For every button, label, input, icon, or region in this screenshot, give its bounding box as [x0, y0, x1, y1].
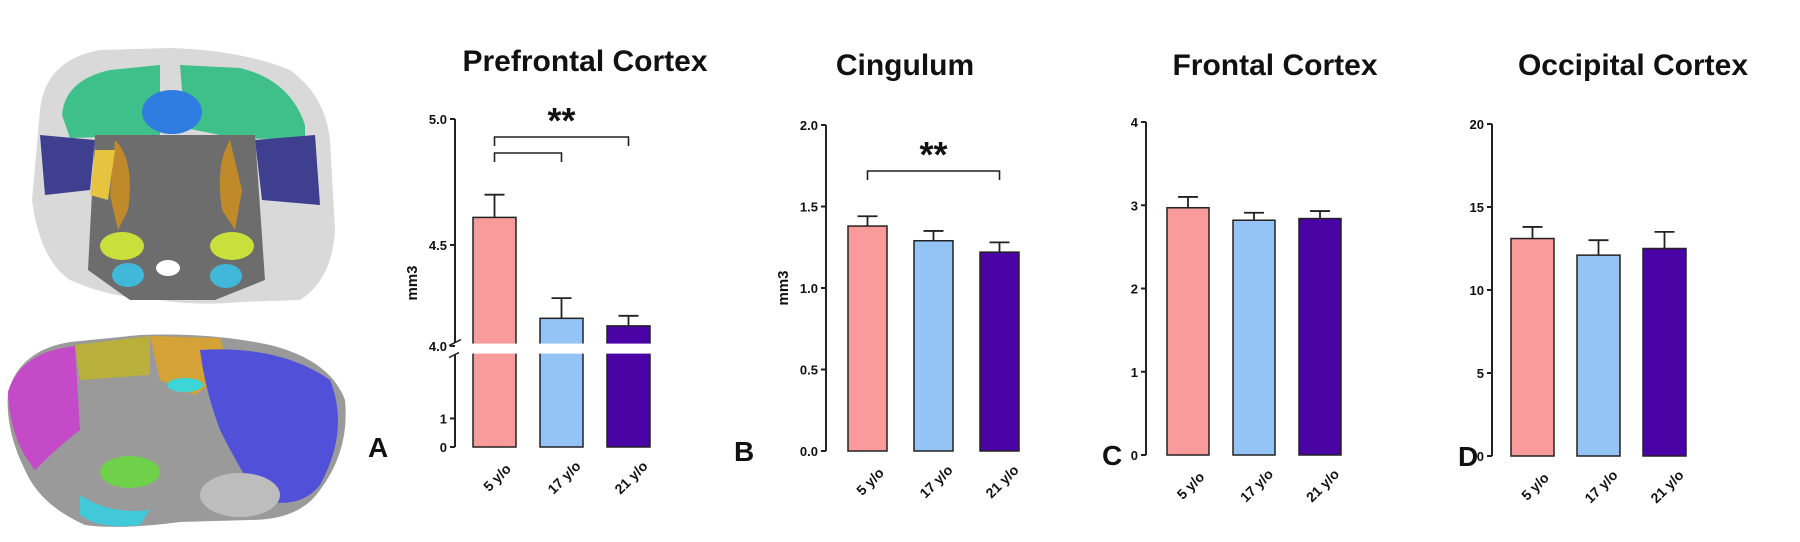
y-tick-label: 0: [1131, 448, 1138, 463]
x-category-label: 17 y/o: [544, 458, 583, 497]
panel-letter: A: [368, 432, 388, 463]
chart-title: Occipital Cortex: [1518, 49, 1748, 82]
significance-bracket: [493, 152, 563, 162]
chart-svg-b: Cingulum 0.0 0.5 1.0 1.5 2.0 mm3 5 y/o 17 y/o 21 …: [734, 49, 1022, 501]
significance-bracket: [493, 136, 630, 146]
chart-svg-c: Frontal Cortex01234mm35 y/o17 y/o21 y/oC: [1102, 49, 1378, 505]
chart-panel-c: Frontal Cortex01234mm35 y/o17 y/o21 y/oC: [1100, 0, 1450, 542]
chart-svg-d: Occipital Cortex05101520mm35 y/o17 y/o21…: [1458, 49, 1748, 506]
bar-5yo: [1510, 237, 1555, 457]
y-tick-label: 20: [1470, 117, 1484, 132]
panel-letter: C: [1102, 440, 1122, 471]
y-tick-label: 4.0: [429, 339, 447, 354]
bar-17yo: [1232, 219, 1276, 456]
x-category-label: 21 y/o: [1647, 467, 1686, 506]
y-tick-label: 1.0: [800, 281, 818, 296]
sagittal-brain-section: [7, 334, 346, 527]
y-tick-label: 0: [1477, 449, 1484, 464]
x-category-label: 5 y/o: [853, 465, 887, 499]
chart-title: Prefrontal Cortex: [462, 45, 707, 78]
y-axis-label: mm3: [775, 270, 792, 305]
y-tick-label: 0.5: [800, 363, 818, 378]
chart-svg-a: Prefrontal Cortex 4.0 4.5 5.0 0 1 mm3 5 y/o 17 y…: [368, 45, 708, 497]
y-tick-label: 5.0: [429, 112, 447, 127]
bar-21yo: [1298, 217, 1342, 456]
x-category-label: 17 y/o: [916, 462, 955, 501]
y-axis-label: mm3: [404, 265, 421, 300]
chart-panel-b: Cingulum 0.0 0.5 1.0 1.5 2.0 mm3 5 y/o 17 y/o 21 …: [730, 0, 1100, 542]
bar-5yo: [1166, 206, 1210, 456]
y-tick-label: 1: [1131, 365, 1138, 380]
significance-label: **: [547, 100, 575, 141]
y-tick-label: 0: [440, 440, 447, 455]
panel-letter: D: [1458, 441, 1478, 472]
x-category-label: 5 y/o: [1174, 469, 1208, 503]
y-tick-label: 10: [1470, 283, 1484, 298]
coronal-brain-section: [32, 48, 335, 304]
x-category-label: 5 y/o: [1518, 470, 1552, 504]
brain-atlas-illustration: [7, 48, 346, 527]
y-tick-label: 2.0: [800, 118, 818, 133]
y-tick-label: 0.0: [800, 444, 818, 459]
x-category-label: 17 y/o: [1581, 467, 1620, 506]
y-tick-label: 3: [1131, 198, 1138, 213]
x-category-label: 21 y/o: [982, 462, 1021, 501]
bar-17yo: [913, 239, 954, 452]
chart-panel-d: Occipital Cortex05101520mm35 y/o17 y/o21…: [1450, 0, 1800, 542]
bar-17yo: [539, 317, 584, 448]
significance-label: **: [919, 134, 947, 175]
axis-break-gap: [459, 343, 670, 354]
x-category-label: 5 y/o: [480, 461, 514, 495]
x-category-label: 21 y/o: [1303, 466, 1342, 505]
y-tick-label: 4: [1131, 115, 1139, 130]
y-tick-label: 4.5: [429, 238, 447, 253]
bar-5yo: [847, 225, 888, 452]
x-category-label: 17 y/o: [1237, 466, 1276, 505]
panel-letter: B: [734, 436, 754, 467]
chart-panel-a: Prefrontal Cortex 4.0 4.5 5.0 0 1 mm3 5 y/o 17 y…: [360, 0, 730, 542]
y-tick-label: 15: [1470, 200, 1484, 215]
chart-title: Frontal Cortex: [1172, 49, 1377, 82]
chart-title: Cingulum: [836, 49, 974, 82]
y-tick-label: 1.5: [800, 200, 818, 215]
bar-17yo: [1576, 254, 1621, 457]
y-tick-label: 1: [440, 411, 447, 426]
y-tick-label: 2: [1131, 282, 1138, 297]
y-tick-label: 5: [1477, 366, 1484, 381]
significance-bracket: [866, 170, 1001, 180]
bar-5yo: [472, 216, 517, 448]
x-category-label: 21 y/o: [611, 458, 650, 497]
bar-21yo: [979, 251, 1020, 452]
bar-21yo: [1642, 247, 1687, 457]
